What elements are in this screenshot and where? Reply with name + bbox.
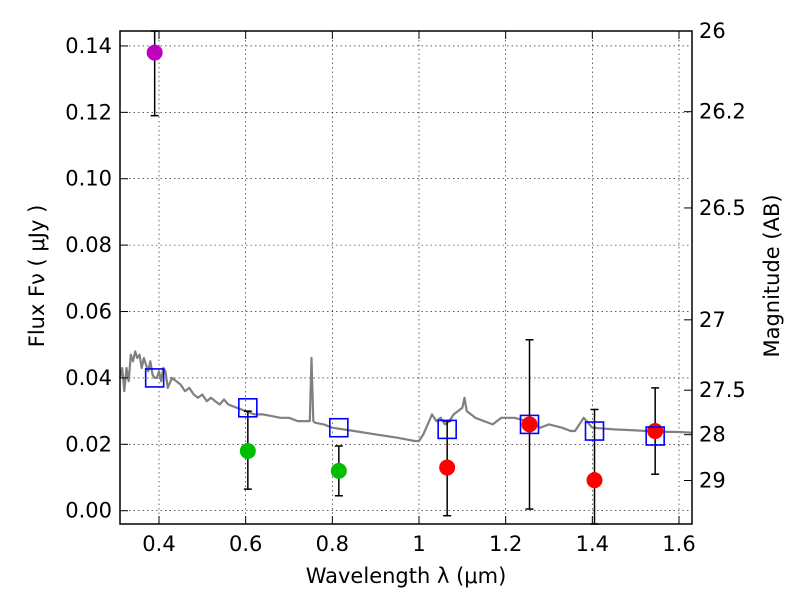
y-tick-label: 0.06 — [65, 300, 112, 324]
y-tick-label: 0.12 — [65, 100, 112, 124]
y-tick-label: 0.10 — [65, 167, 112, 191]
x-tick-label: 0.4 — [142, 532, 175, 556]
observed-nir-point — [521, 416, 538, 433]
right-tick-label: 27 — [699, 308, 726, 332]
y-tick-label: 0.14 — [65, 34, 112, 58]
y-tick-label: 0.04 — [65, 366, 112, 390]
observed-uv-point — [146, 44, 163, 61]
spectrum-layer — [118, 350, 693, 443]
x-tick-label: 1.2 — [489, 532, 522, 556]
y-tick-label: 0.02 — [65, 432, 112, 456]
x-axis-label: Wavelength λ (μm) — [306, 564, 507, 588]
plot-frame — [119, 30, 693, 525]
observed-optical-point — [239, 442, 256, 459]
right-tick-label: 26.2 — [699, 100, 746, 124]
model-photometry-point — [584, 421, 605, 441]
observed-optical-point — [330, 462, 347, 479]
right-tick-label: 26.5 — [699, 196, 746, 220]
model-photometry-point — [519, 414, 540, 435]
model-photometry-point — [329, 417, 349, 438]
model-photometry-point — [144, 368, 165, 388]
x-tick-label: 0.8 — [316, 532, 349, 556]
observed-nir-point — [647, 423, 664, 440]
y-tick-label: 0.00 — [65, 499, 112, 523]
y-tick-label: 0.08 — [65, 233, 112, 257]
x-tick-label: 1.6 — [662, 532, 695, 556]
right-tick-label: 29 — [699, 469, 726, 493]
right-tick-label: 27.5 — [699, 378, 746, 402]
x-tick-label: 1.4 — [576, 532, 609, 556]
x-tick-label: 0.6 — [229, 532, 262, 556]
x-tick-label: 1 — [412, 532, 425, 556]
y-axis-right-label: Magnitude (AB) — [760, 194, 784, 357]
grid — [120, 31, 692, 524]
model-photometry-point — [437, 419, 457, 440]
observed-nir-point — [439, 459, 456, 476]
model-photometry-point — [238, 398, 258, 418]
observed-nir-point — [586, 472, 603, 489]
ticks: 0.4 0.6 0.8 1 1.2 1.4 1.6 0.00 0.02 0.04 0.06 0.08 0… — [65, 19, 746, 556]
model-photometry-point — [645, 426, 665, 446]
spectrum-line — [118, 350, 693, 443]
points-layer — [144, 30, 665, 525]
right-tick-label: 26 — [699, 19, 726, 43]
y-axis-label: Flux Fν ( μJy ) — [25, 205, 49, 348]
right-tick-label: 28 — [699, 423, 726, 447]
